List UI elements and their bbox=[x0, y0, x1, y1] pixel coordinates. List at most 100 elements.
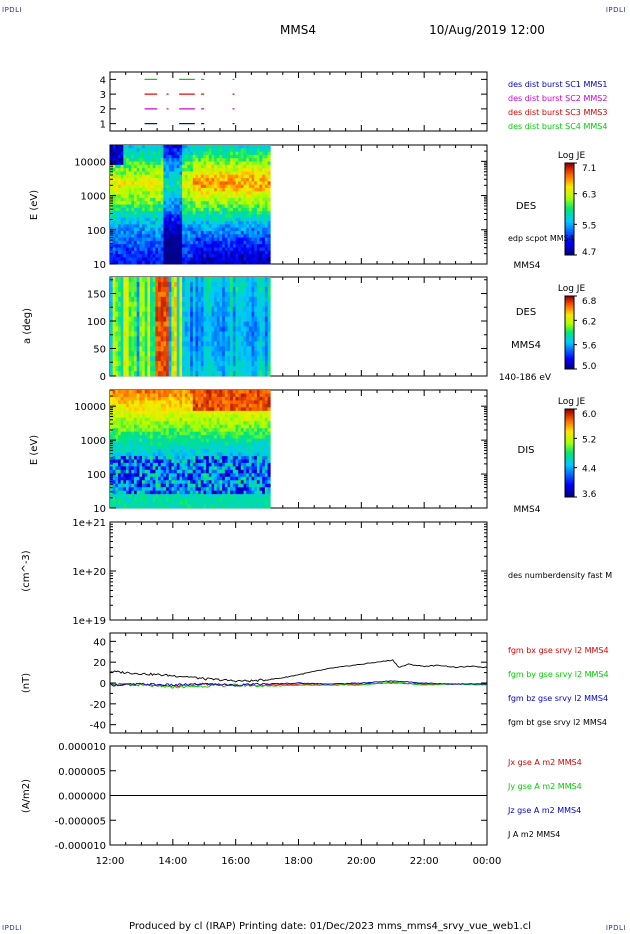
spectrogram-cell bbox=[192, 221, 196, 225]
spectrogram-cell bbox=[158, 178, 162, 182]
spectrogram-cell bbox=[192, 151, 196, 156]
spectrogram-cell bbox=[256, 281, 260, 288]
spectrogram-cell bbox=[187, 483, 191, 488]
spectrogram-cell bbox=[168, 346, 172, 352]
spectrogram-cell bbox=[160, 452, 164, 457]
spectrogram-cell bbox=[147, 230, 151, 235]
spectrogram-cell bbox=[224, 184, 228, 189]
spectrogram-cell bbox=[179, 145, 183, 149]
spectrogram-cell bbox=[166, 260, 170, 265]
spectrogram-cell bbox=[190, 250, 194, 255]
spectrogram-cell bbox=[147, 301, 151, 308]
spectrogram-cell bbox=[155, 438, 159, 443]
spectrogram-cell bbox=[126, 201, 130, 205]
spectrogram-cell bbox=[112, 244, 116, 248]
spectrogram-cell bbox=[115, 459, 119, 464]
spectrogram-cell bbox=[131, 161, 135, 166]
spectrogram-cell bbox=[118, 257, 122, 262]
spectrogram-cell bbox=[139, 396, 143, 401]
spectrogram-cell bbox=[147, 151, 151, 156]
spectrogram-cell bbox=[110, 191, 114, 195]
spectrogram-cell bbox=[163, 466, 167, 471]
spectrogram-cell bbox=[243, 207, 247, 212]
spectrogram-cell bbox=[147, 204, 151, 209]
spectrogram-cell bbox=[267, 187, 271, 192]
spectrogram-cell bbox=[235, 250, 239, 255]
spectrogram-cell bbox=[192, 224, 196, 229]
spectrogram-cell bbox=[155, 449, 159, 453]
spectrogram-cell bbox=[134, 390, 138, 394]
spectrogram-cell bbox=[166, 207, 170, 212]
spectrogram-cell bbox=[195, 351, 199, 357]
spectrogram-cell bbox=[256, 356, 260, 362]
spectrogram-cell bbox=[134, 455, 138, 460]
spectrogram-cell bbox=[267, 145, 271, 149]
spectrogram-cell bbox=[144, 321, 148, 327]
colorbar-tick-label: 5.5 bbox=[582, 221, 596, 231]
spectrogram-cell bbox=[214, 224, 218, 229]
spectrogram-cell bbox=[142, 240, 146, 245]
spectrogram-cell bbox=[134, 421, 138, 426]
spectrogram-cell bbox=[158, 151, 162, 156]
spectrogram-cell bbox=[219, 371, 223, 377]
spectrogram-cell bbox=[200, 306, 204, 313]
spectrogram-cell bbox=[136, 244, 140, 248]
spectrogram-cell bbox=[184, 257, 188, 262]
spectrogram-cell bbox=[168, 194, 172, 199]
spectrogram-cell bbox=[219, 191, 223, 195]
spectrogram-cell bbox=[166, 366, 170, 372]
spectrogram-cell bbox=[128, 286, 132, 293]
spectrogram-cell bbox=[152, 371, 156, 377]
spectrogram-cell bbox=[128, 204, 132, 209]
spectrogram-cell bbox=[232, 321, 236, 327]
spectrogram-cell bbox=[267, 154, 271, 159]
spectrogram-cell bbox=[115, 154, 119, 159]
spectrogram-cell bbox=[168, 366, 172, 372]
spectrogram-cell bbox=[171, 336, 175, 342]
spectrogram-cell bbox=[152, 260, 156, 265]
spectrogram-cell bbox=[123, 410, 127, 415]
spectrogram-cell bbox=[179, 400, 183, 405]
spectrogram-cell bbox=[187, 400, 191, 405]
spectrogram-cell bbox=[200, 191, 204, 195]
spectrogram-cell bbox=[230, 187, 234, 192]
spectrogram-cell bbox=[184, 230, 188, 235]
spectrogram-cell bbox=[147, 201, 151, 205]
spectrogram-cell bbox=[126, 204, 130, 209]
spectrogram-cell bbox=[112, 435, 116, 439]
spectrogram-cell bbox=[256, 148, 260, 153]
spectrogram-cell bbox=[163, 247, 167, 252]
spectrogram-cell bbox=[211, 244, 215, 248]
spectrogram-cell bbox=[211, 286, 215, 293]
colorbar-cell bbox=[565, 306, 574, 310]
spectrogram-cell bbox=[126, 361, 130, 367]
spectrogram-cell bbox=[123, 227, 127, 232]
spectrogram-cell bbox=[187, 480, 191, 485]
spectrogram-cell bbox=[232, 244, 236, 248]
spectrogram-cell bbox=[227, 145, 231, 149]
spectrogram-cell bbox=[112, 414, 116, 419]
spectrogram-cell bbox=[187, 277, 191, 283]
spectrogram-cell bbox=[187, 393, 191, 398]
spectrogram-cell bbox=[144, 250, 148, 255]
spectrogram-cell bbox=[144, 473, 148, 478]
spectrogram-cell bbox=[174, 260, 178, 265]
colorbar-cell bbox=[565, 308, 574, 311]
spectrogram-cell bbox=[110, 501, 114, 505]
spectrogram-cell bbox=[216, 151, 220, 156]
spectrogram-cell bbox=[120, 204, 124, 209]
spectrogram-cell bbox=[200, 230, 204, 235]
spectrogram-cell bbox=[150, 250, 154, 255]
spectrogram-cell bbox=[131, 168, 135, 172]
spectrogram-cell bbox=[158, 351, 162, 357]
spectrogram-cell bbox=[136, 178, 140, 182]
spectrogram-cell bbox=[254, 296, 258, 303]
spectrogram-cell bbox=[136, 204, 140, 209]
spectrogram-cell bbox=[171, 455, 175, 460]
spectrogram-cell bbox=[174, 407, 178, 412]
spectrogram-cell bbox=[158, 224, 162, 229]
spectrogram-cell bbox=[230, 204, 234, 209]
spectrogram-cell bbox=[115, 204, 119, 209]
spectrogram-cell bbox=[126, 356, 130, 362]
spectrogram-cell bbox=[179, 476, 183, 481]
